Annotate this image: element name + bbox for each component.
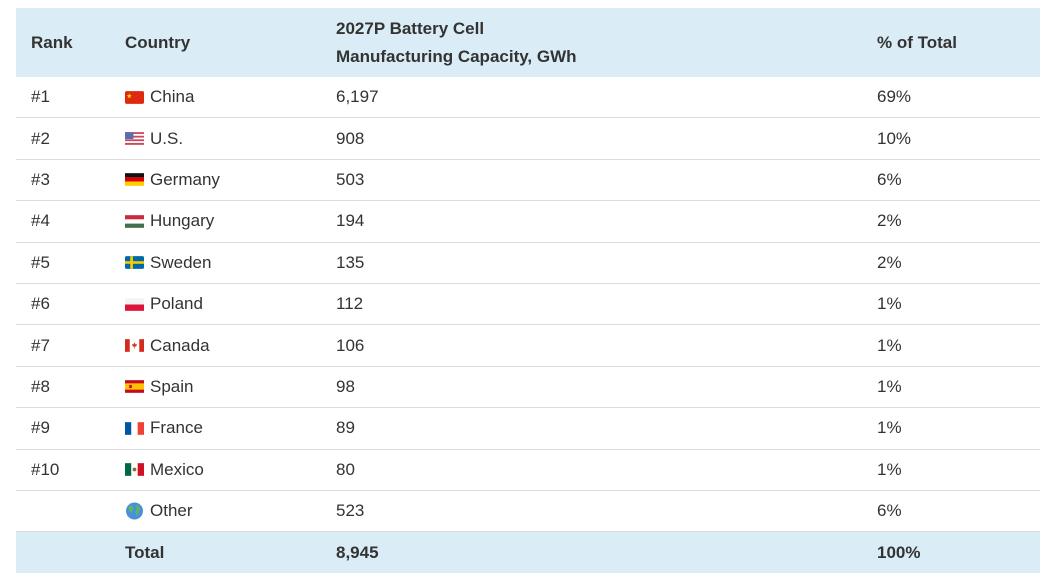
country-name: Hungary xyxy=(150,211,215,231)
row: #7 Canada 106 1% xyxy=(16,325,1040,367)
total-capacity: 8,945 xyxy=(336,542,379,562)
flag xyxy=(125,173,144,187)
country: Other xyxy=(110,501,321,521)
country: Germany xyxy=(110,170,321,190)
percent: 1% xyxy=(877,335,902,355)
country: Poland xyxy=(110,294,321,314)
rank: #1 xyxy=(31,87,50,107)
total-label: Total xyxy=(125,542,165,562)
flag xyxy=(125,421,144,435)
header-line: 2027P Battery Cell xyxy=(336,18,485,38)
country: Sweden xyxy=(110,253,321,273)
rank: #9 xyxy=(31,418,50,438)
country: Spain xyxy=(110,377,321,397)
capacity: 503 xyxy=(336,169,365,189)
capacity: 106 xyxy=(336,335,365,355)
percent: 2% xyxy=(877,252,902,272)
capacity: 98 xyxy=(336,376,355,396)
rank: #10 xyxy=(31,459,60,479)
row: #9 France 89 1% xyxy=(16,408,1040,450)
rank: #6 xyxy=(31,294,50,314)
country-name: China xyxy=(150,87,195,107)
row: Other 523 6% xyxy=(16,491,1040,533)
row: #5 Sweden 135 2% xyxy=(16,243,1040,284)
rank: #5 xyxy=(31,252,50,272)
header-cell: Country xyxy=(125,32,191,52)
capacity: 523 xyxy=(336,501,365,521)
percent: 6% xyxy=(877,169,902,189)
row: #3 Germany 503 6% xyxy=(16,160,1040,202)
capacity: 112 xyxy=(336,294,364,314)
flag xyxy=(125,132,144,145)
country: U.S. xyxy=(110,129,321,149)
percent: 1% xyxy=(877,294,902,314)
total-percent: 100% xyxy=(877,542,921,562)
country-name: Spain xyxy=(150,376,194,396)
percent: 1% xyxy=(877,418,902,438)
percent: 1% xyxy=(877,459,902,479)
row: #4 Hungary 194 2% xyxy=(16,201,1040,243)
rank: #3 xyxy=(31,169,50,189)
flag xyxy=(125,339,144,352)
row: #6 Poland 112 1% xyxy=(16,284,1040,326)
country-name: Canada xyxy=(150,335,210,355)
country-name: France xyxy=(150,418,203,438)
flag xyxy=(125,256,144,270)
header-cell: 2027P Battery Cell Manufacturing Capacity… xyxy=(321,15,862,71)
rank: #2 xyxy=(31,128,50,148)
percent: 6% xyxy=(877,501,902,521)
total-row: Total 8,945 100% xyxy=(16,532,1040,574)
country-name: Sweden xyxy=(150,252,212,272)
country-name: Poland xyxy=(150,294,203,314)
country-name: Mexico xyxy=(150,459,204,479)
country: Canada xyxy=(110,336,321,356)
country: France xyxy=(110,418,321,438)
country: Mexico xyxy=(110,460,321,480)
country-name: Germany xyxy=(150,169,220,189)
row: #10 Mexico 80 1% xyxy=(16,450,1040,491)
globe-icon xyxy=(126,502,143,520)
flag xyxy=(125,90,144,104)
capacity: 6,197 xyxy=(336,87,379,107)
header-line: Manufacturing Capacity, GWh xyxy=(336,46,577,66)
rank: #4 xyxy=(31,211,50,231)
row: #2 U.S. 908 10% xyxy=(16,118,1040,160)
country: Hungary xyxy=(110,211,321,231)
header-row: Rank Country 2027P Battery Cell Manufactu… xyxy=(16,8,1040,77)
flag xyxy=(125,297,144,311)
rank: #7 xyxy=(31,335,50,355)
header-cell: % of Total xyxy=(877,32,957,52)
country: China xyxy=(110,87,321,107)
percent: 1% xyxy=(877,376,902,396)
percent: 2% xyxy=(877,211,902,231)
country-name: Other xyxy=(150,501,193,521)
table: Rank Country 2027P Battery Cell Manufactu… xyxy=(16,8,1040,574)
flag xyxy=(125,463,144,477)
row: #8 Spain 98 1% xyxy=(16,367,1040,409)
capacity: 80 xyxy=(336,459,355,479)
capacity: 135 xyxy=(336,252,365,272)
flag xyxy=(125,215,144,228)
country-name: U.S. xyxy=(150,128,184,148)
capacity: 194 xyxy=(336,211,365,231)
row: #1 China 6,197 69% xyxy=(16,77,1040,119)
flag xyxy=(125,380,144,394)
capacity: 908 xyxy=(336,128,365,148)
rank: #8 xyxy=(31,376,50,396)
capacity: 89 xyxy=(336,418,355,438)
percent: 69% xyxy=(877,87,912,107)
header-cell: Rank xyxy=(31,32,73,52)
percent: 10% xyxy=(877,128,912,148)
